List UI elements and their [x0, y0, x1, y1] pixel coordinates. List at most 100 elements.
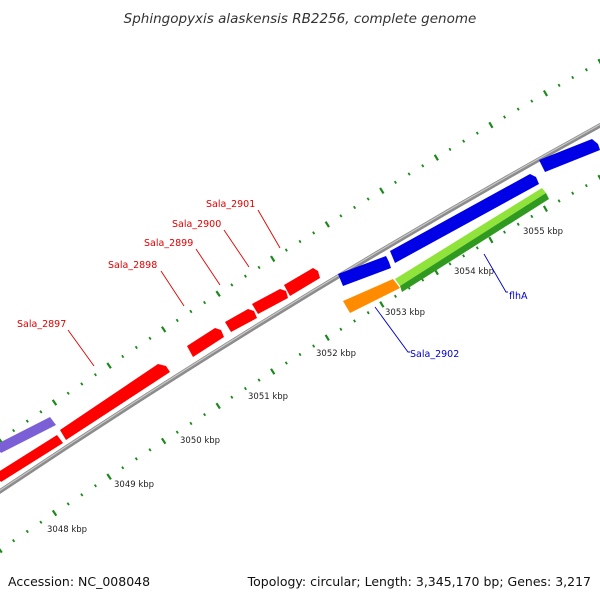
minor-tick	[475, 246, 479, 250]
minor-tick	[189, 421, 193, 426]
minor-tick	[475, 131, 479, 135]
minor-tick	[230, 395, 234, 399]
minor-tick	[421, 164, 425, 168]
minor-tick	[175, 430, 179, 434]
minor-tick	[557, 199, 561, 203]
minor-tick	[393, 180, 397, 184]
minor-tick	[353, 319, 357, 323]
minor-tick	[312, 344, 316, 348]
minor-tick	[66, 502, 70, 506]
minor-tick	[312, 231, 316, 235]
genome-backbone-highlight	[0, 123, 600, 492]
minor-tick	[530, 214, 534, 219]
leader-sala-2898	[160, 270, 185, 307]
minor-tick	[12, 539, 16, 543]
genome-title: Sphingopyxis alaskensis RB2256, complete…	[124, 11, 477, 27]
minor-tick	[366, 311, 370, 315]
major-tick	[0, 438, 3, 444]
major-tick	[106, 473, 112, 481]
minor-tick	[93, 484, 97, 488]
inner-tick-track	[0, 174, 600, 554]
minor-tick	[257, 378, 261, 382]
minor-tick	[448, 262, 452, 266]
kbp-label: 3053 kbp	[385, 308, 425, 318]
major-tick	[324, 334, 330, 341]
reverse-strand-genes	[343, 188, 549, 313]
major-tick	[160, 326, 167, 333]
minor-tick	[80, 382, 84, 386]
minor-tick	[571, 191, 575, 195]
major-tick	[597, 58, 600, 65]
major-tick	[488, 236, 494, 244]
major-tick	[488, 121, 494, 129]
minor-tick	[134, 345, 138, 350]
minor-tick	[243, 274, 247, 278]
minor-tick	[243, 386, 247, 391]
outer-tick-track	[0, 58, 600, 444]
minor-tick	[121, 354, 125, 359]
minor-tick	[407, 172, 411, 176]
gene-label: Sala_2898	[108, 260, 157, 271]
gene-red-left-lower	[0, 435, 63, 482]
minor-tick	[298, 239, 302, 244]
minor-tick	[448, 147, 452, 152]
gene-blue-2	[390, 174, 539, 263]
gene-label-leaders	[67, 209, 508, 367]
minor-tick	[148, 448, 152, 452]
gene-blue-3	[539, 139, 600, 172]
leader-flhA	[483, 253, 508, 293]
minor-tick	[39, 410, 43, 414]
gene-blue-1	[338, 256, 391, 286]
major-tick	[106, 362, 112, 369]
kbp-label: 3055 kbp	[523, 227, 563, 237]
kbp-label: 3050 kbp	[180, 436, 220, 446]
minor-tick	[339, 327, 343, 331]
minor-tick	[503, 115, 507, 119]
gene-label: Sala_2902	[410, 349, 459, 360]
minor-tick	[121, 466, 125, 470]
gene-purple-left	[0, 417, 56, 453]
minor-tick	[366, 197, 370, 201]
gene-label: Sala_2899	[144, 238, 193, 249]
kbp-labels: 3048 kbp 3049 kbp 3050 kbp 3051 kbp 3052…	[47, 227, 563, 535]
kbp-label: 3049 kbp	[114, 480, 154, 490]
minor-tick	[25, 529, 29, 534]
minor-tick	[584, 183, 588, 188]
kbp-label: 3052 kbp	[316, 349, 356, 359]
minor-tick	[66, 391, 70, 395]
minor-tick	[257, 265, 261, 270]
minor-tick	[421, 278, 425, 282]
leader-sala-2900	[223, 229, 250, 268]
gene-label: Sala_2901	[206, 199, 255, 210]
leader-sala-2897	[67, 329, 95, 367]
kbp-label: 3054 kbp	[454, 267, 494, 277]
major-tick	[433, 154, 439, 161]
accession-text: Accession: NC_008048	[8, 574, 150, 589]
minor-tick	[189, 309, 193, 314]
gene-sala-2897	[60, 364, 170, 440]
gene-label: flhA	[509, 291, 528, 302]
kbp-label: 3051 kbp	[248, 392, 288, 402]
minor-tick	[503, 230, 506, 234]
major-tick	[379, 187, 385, 194]
minor-tick	[298, 352, 302, 357]
leader-sala-2899	[195, 248, 221, 286]
minor-tick	[25, 419, 29, 423]
major-tick	[215, 402, 221, 410]
major-tick	[270, 368, 276, 375]
minor-tick	[462, 254, 466, 258]
minor-tick	[284, 361, 288, 365]
major-tick	[51, 399, 58, 406]
minor-tick	[284, 248, 288, 252]
major-tick	[379, 301, 385, 308]
major-tick	[542, 205, 548, 213]
major-tick	[160, 437, 167, 445]
minor-tick	[12, 428, 16, 433]
gene-label: Sala_2897	[17, 319, 66, 330]
minor-tick	[39, 520, 43, 524]
kbp-label: 3048 kbp	[47, 525, 87, 535]
minor-tick	[175, 318, 179, 323]
gene-label: Sala_2900	[172, 219, 221, 230]
minor-tick	[203, 300, 207, 305]
